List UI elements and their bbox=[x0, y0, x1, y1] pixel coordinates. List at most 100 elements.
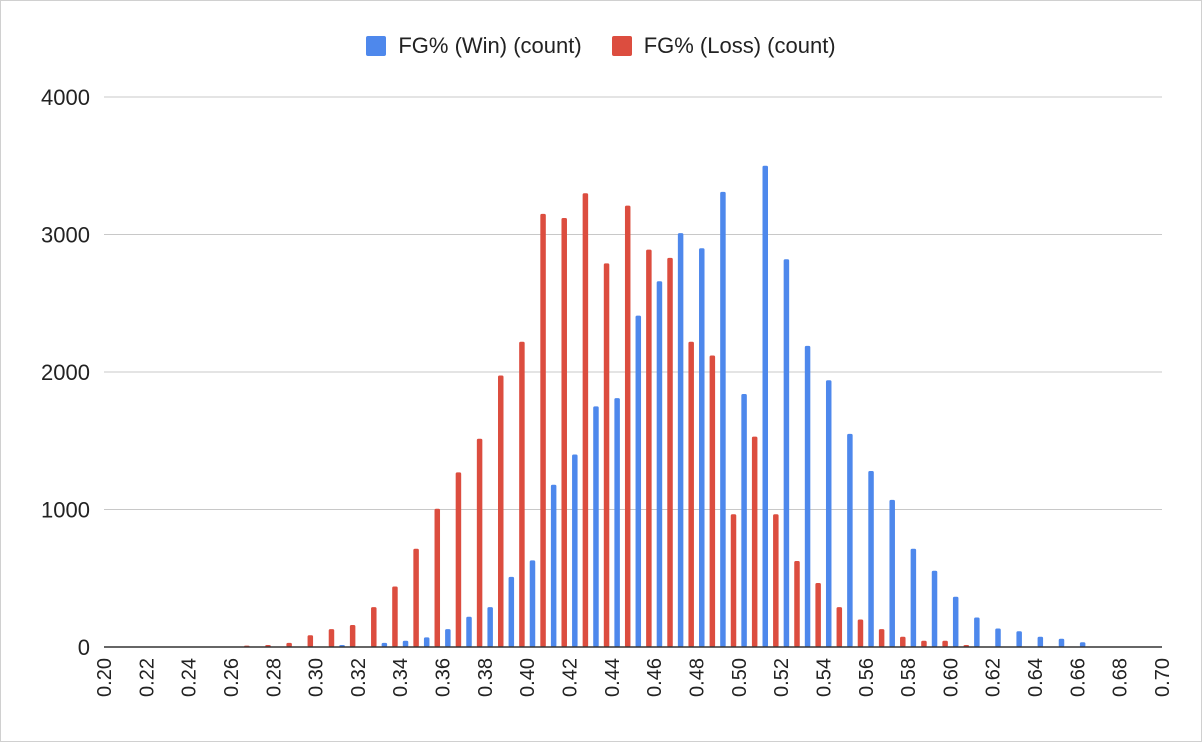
x-tick-label: 0.46 bbox=[644, 658, 666, 697]
x-tick-label: 0.42 bbox=[560, 658, 582, 697]
bar-win bbox=[635, 315, 642, 648]
x-tick-label: 0.60 bbox=[940, 658, 962, 697]
bar-loss bbox=[476, 438, 483, 647]
legend-item-win[interactable]: FG% (Win) (count) bbox=[366, 33, 582, 59]
bar-loss bbox=[624, 205, 631, 648]
bar-win bbox=[466, 616, 472, 647]
x-tick-label: 0.40 bbox=[517, 658, 539, 697]
legend-swatch-win bbox=[366, 36, 387, 56]
bar-loss bbox=[582, 193, 589, 647]
bar-win bbox=[423, 637, 430, 648]
bar-loss bbox=[942, 640, 948, 647]
bar-win bbox=[889, 499, 895, 648]
bar-loss bbox=[667, 257, 673, 648]
bar-win bbox=[762, 165, 768, 647]
bar-win bbox=[487, 607, 493, 648]
bar-win bbox=[381, 642, 388, 648]
legend-label-loss: FG% (Loss) (count) bbox=[643, 33, 836, 58]
bar-loss bbox=[349, 625, 356, 647]
bar-win bbox=[572, 454, 578, 647]
bar-win bbox=[614, 398, 620, 648]
bar-loss bbox=[392, 586, 398, 647]
legend-item-loss[interactable]: FG% (Loss) (count) bbox=[611, 33, 836, 59]
bar-win bbox=[868, 471, 874, 647]
x-tick-label: 0.56 bbox=[856, 658, 878, 697]
legend-label-win: FG% (Win) (count) bbox=[398, 33, 582, 58]
y-tick-label: 3000 bbox=[41, 223, 90, 248]
x-tick-label: 0.62 bbox=[983, 658, 1005, 697]
bar-loss bbox=[751, 436, 758, 648]
bar-loss bbox=[730, 514, 737, 647]
bar-win bbox=[699, 248, 705, 647]
bar-win bbox=[804, 345, 811, 648]
bar-loss bbox=[773, 514, 779, 647]
bar-loss bbox=[794, 561, 800, 647]
x-tick-label: 0.52 bbox=[771, 658, 793, 697]
x-tick-label: 0.20 bbox=[94, 658, 116, 697]
bar-win bbox=[508, 576, 515, 648]
y-tick-label: 2000 bbox=[41, 360, 90, 385]
bar-loss bbox=[857, 619, 864, 647]
bar-win bbox=[1037, 636, 1044, 647]
bar-win bbox=[677, 233, 684, 647]
bar-loss bbox=[307, 635, 314, 647]
bar-win bbox=[952, 596, 959, 647]
x-tick-label: 0.68 bbox=[1110, 658, 1132, 697]
bar-win bbox=[825, 380, 832, 647]
x-tick-label: 0.66 bbox=[1067, 658, 1089, 697]
bar-loss bbox=[540, 213, 546, 648]
bar-win bbox=[910, 548, 917, 647]
bar-loss bbox=[603, 263, 610, 648]
bar-loss bbox=[836, 607, 843, 648]
bar-win bbox=[847, 433, 853, 648]
bar-win bbox=[529, 560, 536, 648]
bar-loss bbox=[519, 341, 525, 647]
bar-loss bbox=[328, 629, 335, 648]
bar-win bbox=[783, 259, 790, 647]
bar-loss bbox=[561, 218, 567, 647]
x-tick-label: 0.34 bbox=[390, 658, 412, 697]
bar-win bbox=[931, 570, 938, 647]
bar-loss bbox=[921, 640, 927, 647]
bar-win bbox=[593, 406, 599, 648]
x-tick-label: 0.26 bbox=[221, 658, 243, 697]
y-tick-label: 1000 bbox=[41, 498, 90, 523]
bar-loss bbox=[900, 636, 906, 647]
x-tick-label: 0.50 bbox=[729, 658, 751, 697]
x-tick-label: 0.54 bbox=[813, 658, 835, 697]
bar-loss bbox=[815, 583, 821, 647]
bar-win bbox=[720, 191, 726, 648]
bar-loss bbox=[413, 548, 419, 647]
bar-loss bbox=[371, 607, 377, 648]
bar-loss bbox=[498, 375, 504, 647]
bar-win bbox=[445, 629, 451, 648]
x-tick-label: 0.48 bbox=[686, 658, 708, 697]
x-tick-label: 0.28 bbox=[263, 658, 285, 697]
x-tick-label: 0.44 bbox=[602, 658, 624, 697]
bar-win bbox=[1016, 631, 1022, 647]
bar-loss bbox=[646, 249, 652, 648]
x-tick-label: 0.70 bbox=[1152, 658, 1174, 697]
bar-win bbox=[402, 640, 409, 647]
bar-loss bbox=[709, 355, 716, 647]
bar-win bbox=[974, 617, 980, 647]
bar-loss bbox=[688, 341, 694, 647]
x-tick-label: 0.64 bbox=[1025, 658, 1047, 697]
bar-win bbox=[550, 484, 557, 647]
legend-swatch-loss bbox=[611, 36, 632, 56]
x-tick-label: 0.36 bbox=[433, 658, 455, 697]
bar-win bbox=[741, 394, 747, 647]
y-tick-label: 0 bbox=[78, 635, 90, 660]
x-tick-label: 0.24 bbox=[179, 658, 201, 697]
x-tick-label: 0.22 bbox=[136, 658, 158, 697]
bar-loss bbox=[286, 642, 292, 648]
x-tick-label: 0.38 bbox=[475, 658, 497, 697]
legend: FG% (Win) (count) FG% (Loss) (count) bbox=[0, 33, 1202, 59]
bar-win bbox=[995, 628, 1001, 647]
y-tick-label: 4000 bbox=[41, 85, 90, 110]
bar-loss bbox=[878, 629, 885, 648]
x-tick-label: 0.58 bbox=[898, 658, 920, 697]
bar-win bbox=[1058, 638, 1065, 647]
bar-loss bbox=[434, 508, 441, 647]
